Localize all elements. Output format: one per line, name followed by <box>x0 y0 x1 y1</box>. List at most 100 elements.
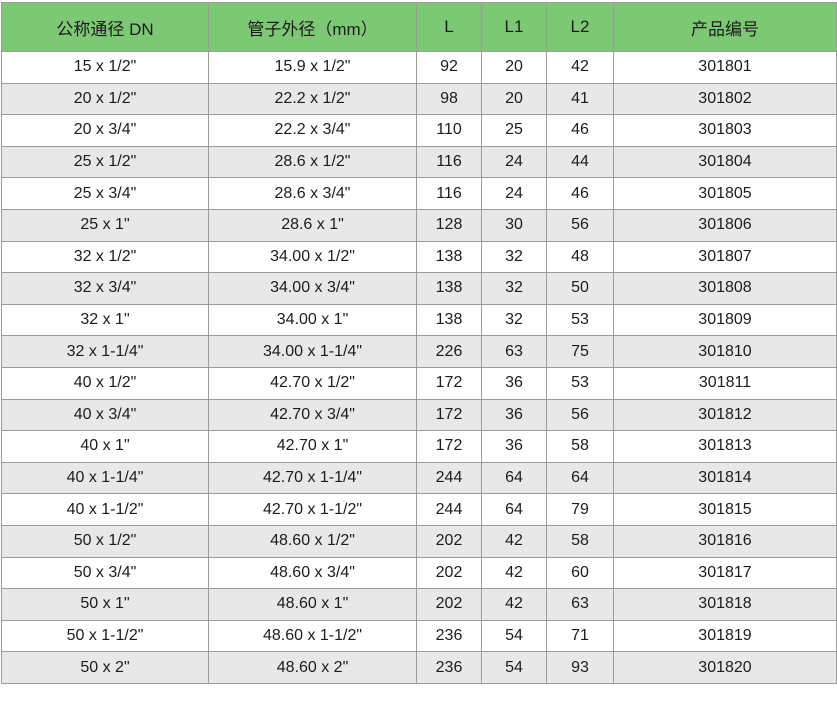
cell-product-code: 301817 <box>613 556 837 590</box>
table-row: 40 x 1-1/4" 42.70 x 1-1/4" 244 64 64 301814 <box>1 461 837 495</box>
cell-product-code: 301820 <box>613 651 837 684</box>
cell-pipe-outer-diameter: 48.60 x 1" <box>208 588 417 621</box>
cell-pipe-outer-diameter: 48.60 x 1/2" <box>208 524 417 558</box>
cell-product-code: 301802 <box>613 82 837 116</box>
cell-l2: 58 <box>546 430 614 463</box>
table-row: 20 x 3/4" 22.2 x 3/4" 110 25 46 301803 <box>1 114 837 147</box>
cell-dn: 40 x 3/4" <box>1 398 209 432</box>
cell-dn: 40 x 1-1/2" <box>1 493 209 526</box>
cell-pipe-outer-diameter: 15.9 x 1/2" <box>208 51 417 84</box>
table-row: 40 x 1-1/2" 42.70 x 1-1/2" 244 64 79 301815 <box>1 493 837 526</box>
cell-dn: 50 x 1" <box>1 588 209 621</box>
cell-pipe-outer-diameter: 48.60 x 1-1/2" <box>208 619 417 653</box>
table-row: 40 x 1/2" 42.70 x 1/2" 172 36 53 301811 <box>1 366 837 400</box>
cell-l: 116 <box>416 145 482 179</box>
cell-dn: 20 x 3/4" <box>1 114 209 147</box>
table-row: 32 x 3/4" 34.00 x 3/4" 138 32 50 301808 <box>1 272 837 305</box>
cell-product-code: 301803 <box>613 114 837 147</box>
cell-l1: 32 <box>481 240 547 274</box>
cell-product-code: 301815 <box>613 493 837 526</box>
table-row: 50 x 2" 48.60 x 2" 236 54 93 301820 <box>1 651 837 684</box>
cell-pipe-outer-diameter: 34.00 x 3/4" <box>208 272 417 305</box>
table-row: 40 x 1" 42.70 x 1" 172 36 58 301813 <box>1 430 837 463</box>
cell-product-code: 301804 <box>613 145 837 179</box>
table-row: 25 x 1/2" 28.6 x 1/2" 116 24 44 301804 <box>1 145 837 179</box>
cell-pipe-outer-diameter: 28.6 x 1/2" <box>208 145 417 179</box>
cell-l1: 42 <box>481 588 547 621</box>
cell-dn: 32 x 3/4" <box>1 272 209 305</box>
cell-pipe-outer-diameter: 34.00 x 1/2" <box>208 240 417 274</box>
cell-dn: 25 x 1/2" <box>1 145 209 179</box>
cell-l2: 93 <box>546 651 614 684</box>
cell-pipe-outer-diameter: 34.00 x 1-1/4" <box>208 335 417 368</box>
cell-l2: 79 <box>546 493 614 526</box>
column-header-dn: 公称通径 DN <box>1 2 209 52</box>
cell-l1: 64 <box>481 493 547 526</box>
column-header-l2: L2 <box>546 2 614 52</box>
cell-l2: 60 <box>546 556 614 590</box>
cell-l1: 36 <box>481 366 547 400</box>
cell-l: 172 <box>416 430 482 463</box>
cell-l1: 30 <box>481 208 547 242</box>
cell-l2: 56 <box>546 208 614 242</box>
table-row: 50 x 1-1/2" 48.60 x 1-1/2" 236 54 71 301819 <box>1 619 837 653</box>
cell-l: 202 <box>416 588 482 621</box>
cell-dn: 20 x 1/2" <box>1 82 209 116</box>
cell-l: 226 <box>416 335 482 368</box>
cell-l2: 44 <box>546 145 614 179</box>
cell-l2: 71 <box>546 619 614 653</box>
cell-pipe-outer-diameter: 22.2 x 3/4" <box>208 114 417 147</box>
cell-l2: 46 <box>546 114 614 147</box>
column-header-l1: L1 <box>481 2 547 52</box>
cell-l: 244 <box>416 493 482 526</box>
cell-l1: 20 <box>481 82 547 116</box>
table-row: 40 x 3/4" 42.70 x 3/4" 172 36 56 301812 <box>1 398 837 432</box>
cell-dn: 50 x 1-1/2" <box>1 619 209 653</box>
table-row: 32 x 1/2" 34.00 x 1/2" 138 32 48 301807 <box>1 240 837 274</box>
table-row: 32 x 1" 34.00 x 1" 138 32 53 301809 <box>1 303 837 337</box>
cell-l: 236 <box>416 651 482 684</box>
cell-product-code: 301814 <box>613 461 837 495</box>
cell-l2: 50 <box>546 272 614 305</box>
cell-dn: 32 x 1" <box>1 303 209 337</box>
table-row: 25 x 1" 28.6 x 1" 128 30 56 301806 <box>1 208 837 242</box>
cell-l2: 48 <box>546 240 614 274</box>
cell-l2: 56 <box>546 398 614 432</box>
cell-l1: 25 <box>481 114 547 147</box>
cell-dn: 15 x 1/2" <box>1 51 209 84</box>
cell-l1: 24 <box>481 145 547 179</box>
cell-l: 128 <box>416 208 482 242</box>
cell-l2: 46 <box>546 177 614 210</box>
cell-l2: 42 <box>546 51 614 84</box>
cell-l: 172 <box>416 366 482 400</box>
cell-l2: 53 <box>546 366 614 400</box>
cell-l1: 42 <box>481 524 547 558</box>
cell-pipe-outer-diameter: 34.00 x 1" <box>208 303 417 337</box>
cell-l: 244 <box>416 461 482 495</box>
table-row: 50 x 1" 48.60 x 1" 202 42 63 301818 <box>1 588 837 621</box>
cell-pipe-outer-diameter: 48.60 x 3/4" <box>208 556 417 590</box>
cell-l1: 42 <box>481 556 547 590</box>
cell-l1: 64 <box>481 461 547 495</box>
cell-l: 172 <box>416 398 482 432</box>
cell-product-code: 301807 <box>613 240 837 274</box>
cell-pipe-outer-diameter: 22.2 x 1/2" <box>208 82 417 116</box>
cell-l: 202 <box>416 524 482 558</box>
cell-l1: 32 <box>481 303 547 337</box>
cell-dn: 32 x 1-1/4" <box>1 335 209 368</box>
cell-product-code: 301801 <box>613 51 837 84</box>
cell-pipe-outer-diameter: 28.6 x 3/4" <box>208 177 417 210</box>
cell-pipe-outer-diameter: 42.70 x 1-1/4" <box>208 461 417 495</box>
cell-l1: 36 <box>481 398 547 432</box>
cell-l2: 53 <box>546 303 614 337</box>
table-header: 公称通径 DN 管子外径（mm） L L1 L2 产品编号 <box>1 2 837 52</box>
cell-l1: 20 <box>481 51 547 84</box>
table-row: 25 x 3/4" 28.6 x 3/4" 116 24 46 301805 <box>1 177 837 210</box>
cell-pipe-outer-diameter: 42.70 x 1/2" <box>208 366 417 400</box>
cell-l: 236 <box>416 619 482 653</box>
cell-l2: 58 <box>546 524 614 558</box>
cell-l1: 24 <box>481 177 547 210</box>
header-row: 公称通径 DN 管子外径（mm） L L1 L2 产品编号 <box>1 2 837 52</box>
cell-l1: 36 <box>481 430 547 463</box>
cell-dn: 32 x 1/2" <box>1 240 209 274</box>
